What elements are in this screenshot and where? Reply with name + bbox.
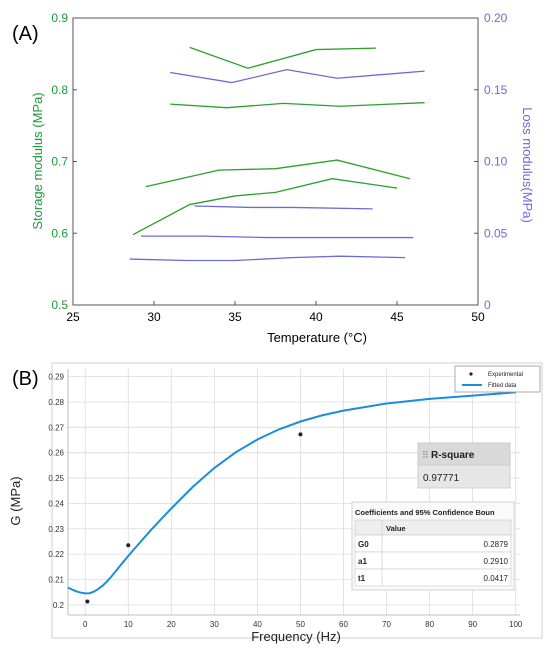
y-tick-label-b: 0.28 [48,398,64,407]
experimental-point [126,543,131,548]
drag-handle-icon[interactable]: ⠿ [422,450,429,460]
panel-label-b: (B) [12,368,39,390]
y-tick-label-b: 0.25 [48,474,64,483]
loss-modulus-line-6 [194,205,373,210]
rsquare-value: 0.97771 [423,473,460,484]
y2-tick-label-a: 0.10 [484,155,508,169]
coefficient-name: t1 [358,574,366,583]
coefficients-table: Coefficients and 95% Confidence Boun Val… [351,501,515,591]
x-tick-label-b: 60 [339,620,348,629]
y2-tick-label-a: 0.05 [484,226,508,240]
x-tick-label-b: 30 [210,620,219,629]
loss-modulus-line-8 [129,255,406,262]
legend-label-fitted: Fitted data [488,383,517,389]
y-tick-label-a: 0.7 [51,155,68,169]
x-tick-label-b: 70 [382,620,391,629]
experimental-point [298,432,303,437]
coefficient-value: 0.2879 [484,540,509,549]
legend-b: Experimental Fitted data [454,365,541,393]
coefficients-title: Coefficients and 95% Confidence Boun [355,508,495,517]
y-tick-label-b: 0.26 [48,449,64,458]
coefficient-value: 0.0417 [484,574,509,583]
storage-modulus-line-4 [132,178,398,236]
fitted-data-line [67,391,516,595]
panel-label-a: (A) [12,23,39,45]
x-tick-label-a: 25 [66,310,80,324]
loss-modulus-line-7 [141,235,414,239]
rsquare-box: ⠿ R-square 0.97771 [417,442,511,489]
x-tick-label-b: 100 [509,620,523,629]
coefficient-name: G0 [358,540,369,549]
storage-modulus-line-1 [189,46,376,69]
storage-modulus-line-2 [170,102,425,109]
y-tick-label-a: 0.8 [51,83,68,97]
legend-label-experimental: Experimental [488,372,523,378]
y-tick-label-b: 0.29 [48,373,64,382]
x-tick-label-b: 90 [468,620,477,629]
x-tick-label-a: 35 [228,310,242,324]
y2-axis-label-a: Loss modulus(MPa) [520,107,535,223]
storage-modulus-line-3 [145,159,411,188]
chart-b: (B) 0 10 20 30 40 50 60 70 80 90 100 0.2 0.21 0.22 0.2… [8,362,543,644]
y-tick-label-b: 0.22 [48,550,64,559]
y-tick-label-b: 0.2 [53,601,65,610]
x-tick-label-b: 50 [296,620,305,629]
y-tick-label-b: 0.23 [48,525,64,534]
x-tick-label-b: 10 [124,620,133,629]
coefficient-name: a1 [358,557,367,566]
rsquare-title: R-square [431,450,475,461]
y-axis-label-b: G (MPa) [8,476,23,525]
coefficients-row [354,568,512,587]
x-tick-label-b: 40 [253,620,262,629]
x-tick-label-b: 0 [83,620,88,629]
y2-tick-label-a: 0.20 [484,11,508,25]
x-tick-label-a: 40 [309,310,323,324]
y-tick-label-a: 0.5 [51,298,68,312]
x-axis-label-b: Frequency (Hz) [251,629,341,644]
x-tick-label-b: 20 [167,620,176,629]
y2-tick-label-a: 0.15 [484,83,508,97]
x-tick-label-a: 45 [390,310,404,324]
y-tick-label-b: 0.24 [48,499,64,508]
y-tick-label-a: 0.6 [51,226,68,240]
y-tick-label-b: 0.21 [48,575,64,584]
y-axis-label-a: Storage modulus (MPa) [30,92,45,229]
x-tick-label-a: 50 [471,310,485,324]
experimental-point [85,599,90,604]
coefficients-header: Value [386,524,406,533]
loss-modulus-line-5 [170,68,425,84]
coefficient-value: 0.2910 [484,557,509,566]
x-tick-label-a: 30 [147,310,161,324]
y-tick-label-b: 0.27 [48,423,64,432]
plot-border-b [51,362,543,639]
y2-tick-label-a: 0 [484,298,491,312]
legend-marker-experimental [469,372,473,376]
y-tick-label-a: 0.9 [51,11,68,25]
x-tick-label-b: 80 [425,620,434,629]
chart-a: (A) 25 30 35 40 45 50 0.5 0.6 0.7 0.8 0.9 0 0.05 0.10… [12,11,535,345]
x-axis-label-a: Temperature (°C) [267,330,367,345]
